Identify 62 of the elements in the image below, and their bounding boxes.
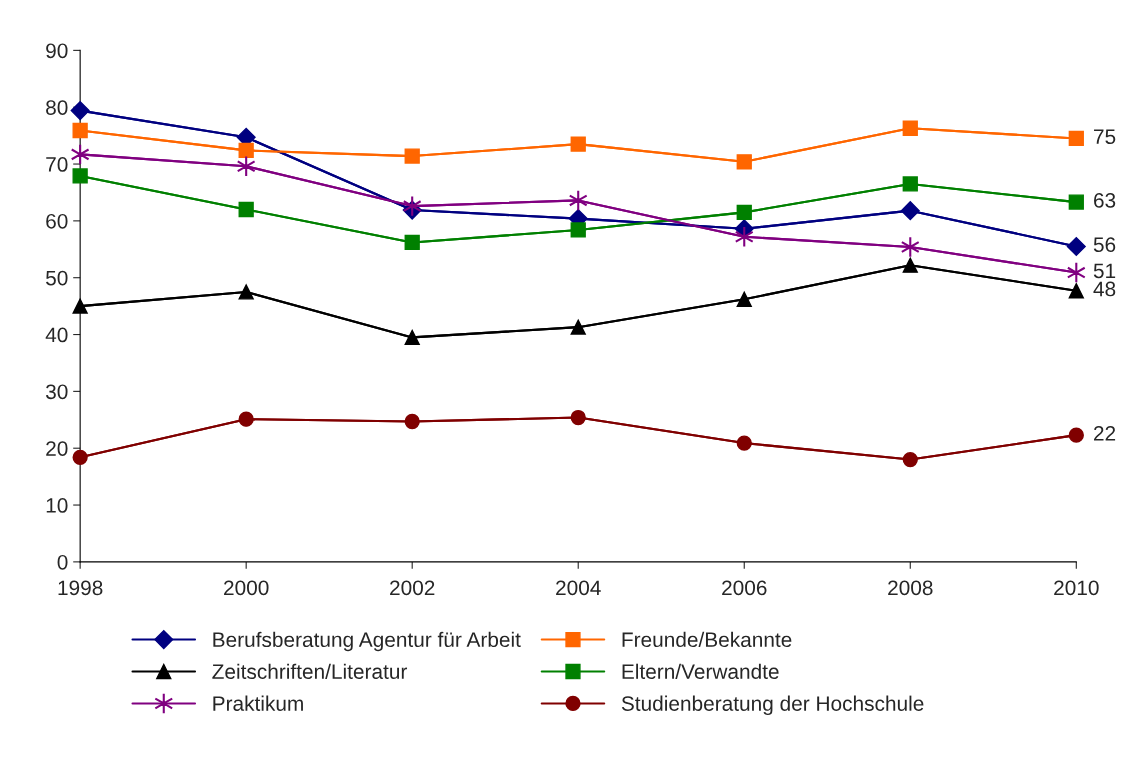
x-tick-label: 1998 — [58, 580, 103, 596]
legend-label: Studienberatung der Hochschule — [621, 695, 924, 716]
point — [404, 413, 420, 430]
point — [570, 222, 586, 238]
point — [570, 319, 586, 335]
point — [1066, 236, 1086, 256]
x-tick-label: 2006 — [722, 580, 767, 596]
data-label: 51 — [1093, 263, 1116, 279]
point — [902, 451, 918, 468]
y-tick-label: 70 — [46, 157, 68, 172]
legend-label: Freunde/Bekannte — [622, 631, 792, 648]
data-label: 56 — [1093, 237, 1116, 253]
point — [900, 201, 920, 221]
y-tick-label: 50 — [46, 270, 68, 286]
point — [404, 148, 420, 164]
data-label: 63 — [1094, 192, 1116, 208]
x-tick-label: 2004 — [556, 580, 601, 596]
point — [1068, 283, 1084, 299]
point — [70, 101, 90, 121]
y-tick-label: 60 — [46, 213, 68, 229]
y-tick-label: 40 — [45, 327, 68, 343]
point — [1068, 427, 1084, 443]
y-tick-label: 10 — [46, 498, 68, 513]
point — [238, 201, 254, 218]
legend-label: Zeitschriften/Literatur — [212, 663, 408, 679]
data-label: 48 — [1093, 281, 1116, 297]
y-tick-label: 90 — [46, 43, 68, 59]
y-tick-label: 80 — [46, 100, 68, 115]
point — [1068, 130, 1084, 147]
point — [1068, 194, 1084, 210]
y-tick-label: 20 — [46, 441, 68, 456]
point — [902, 257, 918, 273]
x-tick-label: 2002 — [390, 580, 435, 596]
x-tick-label: 2008 — [888, 580, 933, 596]
x-tick-label: 2010 — [1054, 580, 1099, 596]
point — [72, 122, 88, 139]
point — [72, 449, 88, 465]
legend-label: Berufsberatung Agentur für Arbeit — [213, 631, 521, 652]
point — [736, 291, 752, 307]
point — [736, 435, 752, 451]
x-tick-label: 2000 — [224, 580, 269, 596]
legend-label: Eltern/Verwandte — [622, 663, 779, 679]
point — [404, 329, 420, 346]
point — [736, 154, 752, 170]
point — [902, 176, 918, 192]
point — [72, 168, 88, 184]
y-tick-label: 30 — [45, 384, 68, 400]
point — [72, 298, 88, 314]
point — [570, 136, 586, 152]
point — [404, 234, 420, 251]
point — [238, 411, 254, 427]
point — [570, 409, 586, 426]
point — [70, 143, 90, 166]
point — [238, 284, 254, 300]
point — [238, 142, 254, 159]
data-label: 75 — [1094, 129, 1116, 145]
point — [734, 226, 754, 248]
point — [902, 120, 918, 136]
point — [736, 204, 752, 220]
data-label: 22 — [1094, 425, 1116, 441]
y-tick-label: 0 — [57, 554, 68, 570]
legend-label: Praktikum — [213, 695, 303, 711]
